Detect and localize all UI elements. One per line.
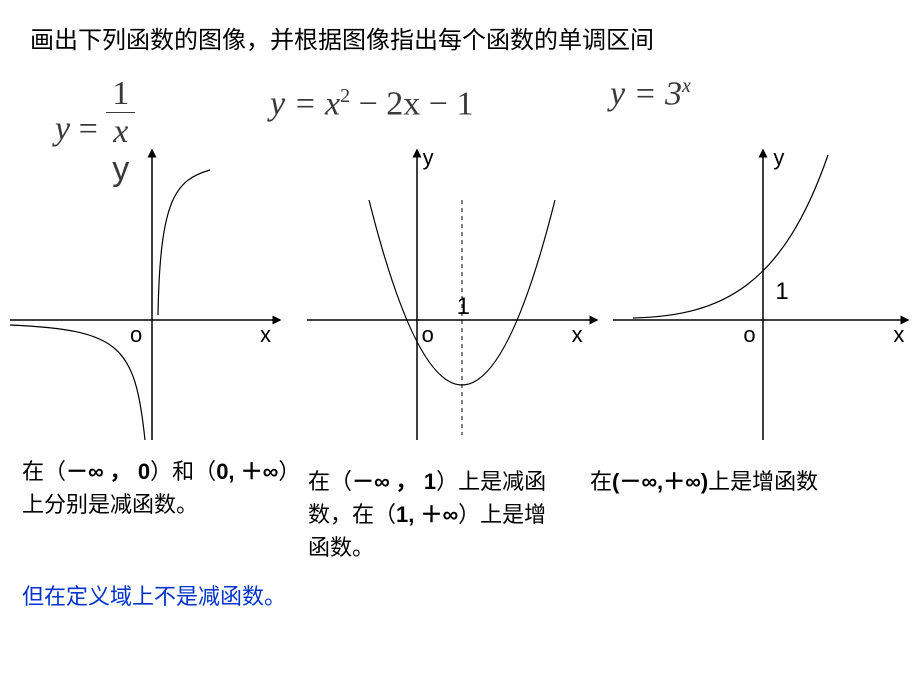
desc-3: 在(－∞,＋∞)上是增函数 [590, 465, 850, 498]
chart3-origin-label: o [743, 322, 755, 348]
page-title: 画出下列函数的图像，并根据图像指出每个函数的单调区间 [30, 20, 654, 55]
desc-1b: 但在定义域上不是减函数。 [22, 580, 302, 613]
chart3-y-label: y [773, 145, 784, 171]
formula-2: y = x2 − 2x − 1 [270, 85, 473, 123]
d2-neg: －∞ ， 1 [352, 469, 436, 494]
f2-base: y = x [270, 85, 340, 122]
chart3-exp-curve [633, 155, 828, 318]
chart3-x-label: x [893, 322, 904, 348]
chart1-origin-label: o [130, 322, 142, 348]
f1-numerator: 1 [106, 75, 135, 113]
f2-sup: 2 [340, 85, 350, 107]
chart1-branch-lower [10, 325, 145, 440]
f3-sup: x [682, 75, 691, 97]
chart-1: o x [0, 140, 307, 440]
chart-3-svg [613, 140, 920, 450]
f3-base: y = 3 [610, 75, 682, 112]
chart-2: y o 1 x [307, 140, 614, 440]
d2-pos: 1, ＋∞ [396, 502, 458, 527]
chart3-one-label: 1 [775, 278, 788, 306]
chart-1-svg [0, 140, 300, 450]
desc-2: 在（－∞ ， 1）上是减函数，在（1, ＋∞）上是增函数。 [308, 465, 563, 564]
chart2-y-label: y [423, 145, 434, 171]
d1a-pos: 0, ＋∞ [216, 459, 278, 484]
d3-range: (－∞,＋∞) [612, 469, 708, 494]
chart1-branch-upper [158, 170, 210, 315]
chart1-x-label: x [260, 322, 271, 348]
chart2-origin-label: o [422, 322, 434, 348]
chart2-one-label: 1 [457, 293, 470, 321]
d1a-neg: －∞ ， 0 [66, 459, 150, 484]
charts-row: o x y o 1 x [0, 140, 920, 440]
chart2-x-label: x [572, 322, 583, 348]
f2-rest: − 2x − 1 [350, 85, 473, 122]
chart-3: y 1 o x [613, 140, 920, 440]
formula-3: y = 3x [610, 75, 691, 113]
desc-1a: 在（－∞ ， 0）和（0, ＋∞）上分别是减函数。 [22, 455, 292, 521]
